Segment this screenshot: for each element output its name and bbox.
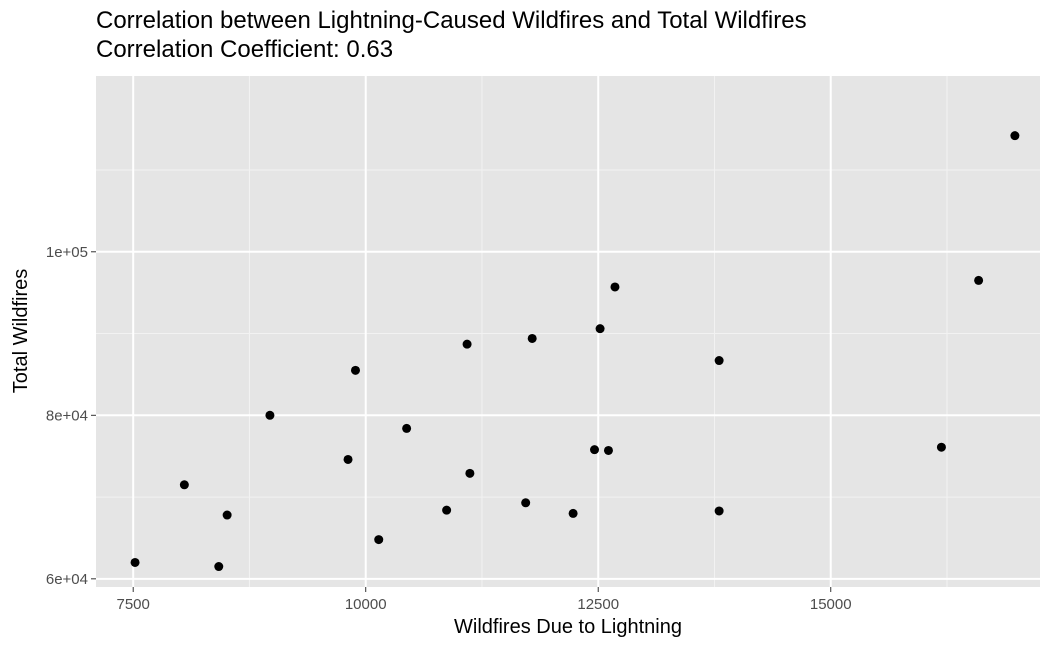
data-point (402, 423, 412, 433)
y-tick-label: 8e+04 (46, 407, 88, 424)
data-point (222, 510, 232, 520)
data-point (374, 535, 384, 545)
data-point (595, 324, 605, 334)
chart-title: Correlation between Lightning-Caused Wil… (96, 7, 807, 34)
y-axis: 6e+04 8e+04 1e+05 (46, 244, 96, 588)
data-point (610, 282, 620, 292)
data-point (603, 445, 613, 455)
major-grid (96, 76, 1040, 587)
data-point (714, 356, 724, 366)
data-point (590, 445, 600, 455)
y-axis-title: Total Wildfires (10, 269, 32, 393)
minor-grid (96, 76, 1040, 587)
data-point (521, 498, 531, 508)
data-point (936, 442, 946, 452)
y-tick-label: 6e+04 (46, 571, 88, 588)
data-point (714, 506, 724, 516)
data-point (442, 505, 452, 515)
x-tick-label: 15000 (810, 596, 852, 613)
data-point (1010, 131, 1020, 141)
x-tick-label: 10000 (345, 596, 387, 613)
data-point (350, 365, 360, 375)
data-point (527, 333, 537, 343)
x-tick-label: 12500 (577, 596, 619, 613)
x-axis-title: Wildfires Due to Lightning (454, 616, 682, 638)
data-point (130, 557, 140, 567)
y-tick-label: 1e+05 (46, 244, 88, 261)
data-points (130, 131, 1020, 572)
data-point (343, 454, 353, 464)
data-point (214, 562, 224, 572)
data-point (179, 480, 189, 490)
x-axis: 7500 10000 12500 15000 (117, 587, 852, 613)
chart-subtitle: Correlation Coefficient: 0.63 (96, 36, 394, 63)
data-point (465, 468, 475, 478)
plot-panel (96, 76, 1040, 587)
data-point (974, 275, 984, 285)
data-point (568, 508, 578, 518)
data-point (265, 410, 275, 420)
data-point (462, 339, 472, 349)
x-tick-label: 7500 (117, 596, 150, 613)
